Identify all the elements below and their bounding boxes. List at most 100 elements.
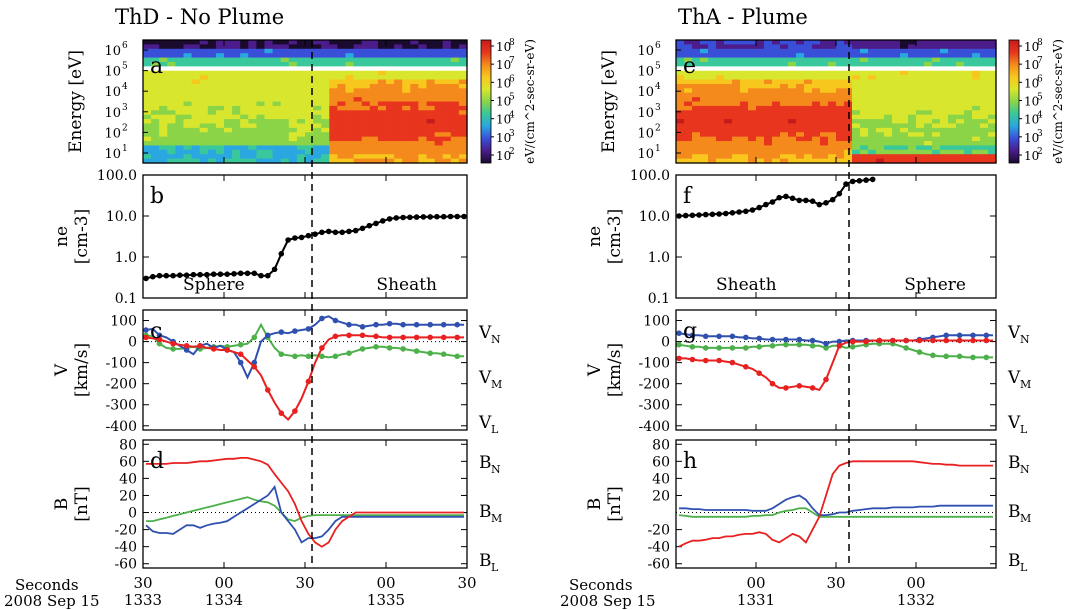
heatmap-cell xyxy=(972,136,981,142)
heatmap-cell xyxy=(369,114,379,120)
heatmap-cell xyxy=(692,114,701,120)
heatmap-cell xyxy=(964,88,973,94)
heatmap-cell xyxy=(207,127,217,133)
heatmap-cell xyxy=(183,154,193,160)
heatmap-cell xyxy=(892,53,901,59)
heatmap-cell xyxy=(836,92,845,98)
heatmap-cell xyxy=(980,110,989,116)
heatmap-cell xyxy=(386,101,395,107)
heatmap-cell xyxy=(980,48,989,54)
series-point xyxy=(319,229,325,236)
heatmap-cell xyxy=(426,61,436,67)
heatmap-cell xyxy=(764,154,773,160)
legend-subscript: M xyxy=(491,378,502,391)
colorbar-tick-label: 10 xyxy=(1024,113,1039,127)
heatmap-cell xyxy=(361,110,371,116)
series-point xyxy=(676,213,682,219)
heatmap-cell xyxy=(313,105,322,111)
right-date-label: 2008 Sep 15 xyxy=(560,592,656,610)
heatmap-cell xyxy=(394,97,403,103)
heatmap-cell xyxy=(900,70,909,76)
heatmap-cell xyxy=(708,97,717,103)
heatmap-cell xyxy=(175,53,185,59)
heatmap-cell xyxy=(264,92,274,98)
series-point xyxy=(251,334,258,341)
heatmap-cell xyxy=(756,101,765,107)
series-line xyxy=(679,494,993,516)
heatmap-cell xyxy=(280,154,290,160)
heatmap-cell xyxy=(191,79,201,85)
heatmap-cell xyxy=(684,92,693,98)
heatmap-cell xyxy=(892,154,901,160)
heatmap-cell xyxy=(207,92,217,98)
heatmap-cell xyxy=(932,83,941,89)
heatmap-cell xyxy=(321,145,330,151)
heatmap-cell xyxy=(988,44,997,50)
heatmap-cell xyxy=(716,66,725,72)
heatmap-cell xyxy=(394,110,403,116)
heatmap-cell xyxy=(167,132,176,138)
series-point xyxy=(702,211,709,218)
heatmap-cell xyxy=(892,92,901,98)
heatmap-cell xyxy=(159,92,168,98)
heatmap-cell xyxy=(272,48,282,54)
heatmap-cell xyxy=(868,44,877,50)
heatmap-cell xyxy=(288,61,298,67)
heatmap-cell xyxy=(956,44,965,50)
heatmap-cell xyxy=(296,75,306,81)
heatmap-cell xyxy=(964,75,973,81)
heatmap-cell xyxy=(932,97,941,103)
y-tick-label: -100 xyxy=(106,356,137,372)
heatmap-cell xyxy=(964,61,973,67)
heatmap-cell xyxy=(756,105,765,111)
y-axis-label-unit: [cm-3] xyxy=(72,209,92,264)
heatmap-cell xyxy=(458,136,468,142)
y-tick-label: -400 xyxy=(639,419,670,435)
heatmap-cell xyxy=(215,44,225,50)
heatmap-cell xyxy=(932,141,941,147)
heatmap-cell xyxy=(868,132,877,138)
heatmap-cell xyxy=(828,101,837,107)
heatmap-cell xyxy=(836,88,845,94)
heatmap-cell xyxy=(321,101,330,107)
heatmap-cell xyxy=(159,44,168,50)
heatmap-cell xyxy=(159,136,168,142)
heatmap-cell xyxy=(377,48,387,54)
y-tick-label: -40 xyxy=(114,540,137,556)
heatmap-cell xyxy=(207,101,217,107)
legend-subscript: L xyxy=(1020,561,1028,574)
heatmap-cell xyxy=(337,132,347,138)
heatmap-cell xyxy=(756,158,765,164)
heatmap-cell xyxy=(724,48,733,54)
heatmap-cell xyxy=(876,79,885,85)
heatmap-cell xyxy=(884,158,893,164)
heatmap-cell xyxy=(288,110,298,116)
heatmap-cell xyxy=(434,92,444,98)
x-tick-seconds: 00 xyxy=(746,574,765,592)
heatmap-cell xyxy=(860,40,869,45)
heatmap-cell xyxy=(394,123,403,129)
heatmap-cell xyxy=(224,44,233,50)
heatmap-cell xyxy=(988,105,997,111)
heatmap-cell xyxy=(972,145,981,151)
heatmap-cell xyxy=(924,141,933,147)
series-point xyxy=(386,216,393,222)
series-point xyxy=(676,330,682,337)
y-tick-label: -300 xyxy=(106,398,137,414)
heatmap-cell xyxy=(868,92,877,98)
heatmap-cell xyxy=(700,66,709,72)
heatmap-cell xyxy=(804,44,813,50)
heatmap-cell xyxy=(377,92,387,98)
heatmap-cell xyxy=(329,44,338,50)
heatmap-cell xyxy=(377,110,387,116)
heatmap-cell xyxy=(426,79,436,85)
heatmap-cell xyxy=(980,127,989,133)
y-tick-exponent: 1 xyxy=(655,144,661,154)
heatmap-cell xyxy=(900,119,909,125)
heatmap-cell xyxy=(692,48,701,54)
y-tick-label: 0 xyxy=(128,506,137,522)
heatmap-cell xyxy=(924,110,933,116)
colorbar-tick-exponent: 8 xyxy=(509,38,515,48)
heatmap-cell xyxy=(908,75,917,81)
heatmap-cell xyxy=(232,145,241,151)
